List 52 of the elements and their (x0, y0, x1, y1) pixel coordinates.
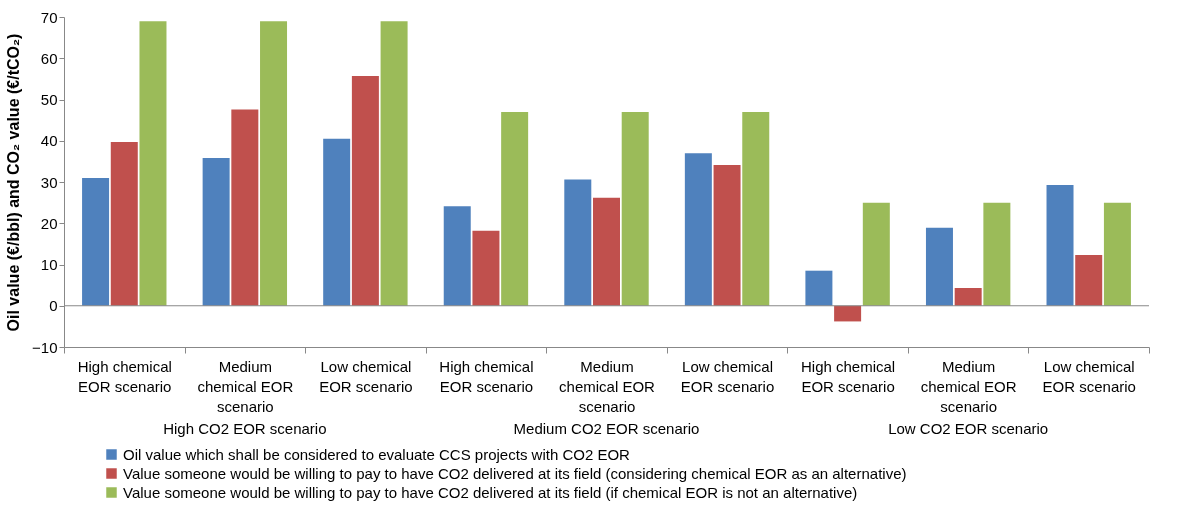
bar (231, 109, 259, 306)
bar (472, 230, 500, 306)
x-tick-label: Low chemical EOR scenario (680, 357, 775, 395)
bar (684, 153, 712, 306)
bar (1103, 202, 1131, 306)
y-tick-label: 50 (40, 91, 58, 108)
bar (805, 270, 833, 306)
bar (1046, 184, 1074, 306)
bar (1075, 255, 1103, 306)
y-tick-label: 10 (40, 256, 58, 273)
bar (380, 21, 408, 306)
legend-label: Value someone would be willing to pay to have CO2 delivered at its field (if chemical EOR is not an alternative) (123, 483, 858, 501)
y-tick-label: 0 (49, 297, 58, 315)
bar (139, 21, 167, 306)
bar (621, 111, 649, 306)
bar (983, 202, 1011, 306)
bar (593, 197, 620, 306)
bar (260, 21, 288, 306)
x-tick-label: Medium chemical EOR scenario (197, 357, 294, 415)
bar (323, 138, 351, 306)
x-tick-label: High chemical EOR scenario (801, 357, 896, 395)
bar (443, 206, 471, 306)
x-tick-label: Medium chemical EOR scenario (559, 357, 656, 415)
bar (713, 165, 741, 306)
bar (202, 158, 230, 306)
bar (564, 179, 592, 306)
bar (742, 111, 770, 306)
y-tick-label: 70 (40, 8, 58, 26)
bar (925, 227, 953, 306)
bar (954, 288, 982, 306)
y-tick-label: 30 (40, 173, 58, 191)
text: High CO2 EOR scenario (163, 420, 327, 437)
y-tick-label: 40 (40, 132, 58, 150)
text: Low CO2 EOR scenario (888, 420, 1049, 437)
y-tick-label: 60 (40, 49, 58, 67)
bar (110, 141, 138, 306)
legend-label: Value someone would be willing to pay to have CO2 delivered at its field (considering chemical EOR as an alternative) (123, 464, 907, 482)
x-tick-label: Low chemical EOR scenario (319, 357, 413, 395)
bar (82, 177, 110, 306)
x-tick-label: Medium chemical EOR scenario (920, 357, 1017, 415)
x-tick-label: High chemical EOR scenario (77, 357, 172, 395)
x-tick-label: Low chemical EOR scenario (1042, 357, 1136, 395)
bar (501, 111, 529, 306)
bar (351, 75, 379, 306)
x-tick-label: High chemical EOR scenario (439, 357, 534, 395)
y-tick-label: 20 (40, 214, 58, 232)
y-tick-label: −10 (32, 338, 58, 356)
bar (862, 202, 890, 306)
bar (834, 305, 862, 322)
text: Medium CO2 EOR scenario (513, 420, 700, 437)
legend-label: Oil value which shall be considered to evaluate CCS projects with CO2 EOR (123, 445, 631, 463)
y-axis-title: Oil value (€/bbl) and CO₂ value (€/tCO₂) (5, 33, 23, 332)
